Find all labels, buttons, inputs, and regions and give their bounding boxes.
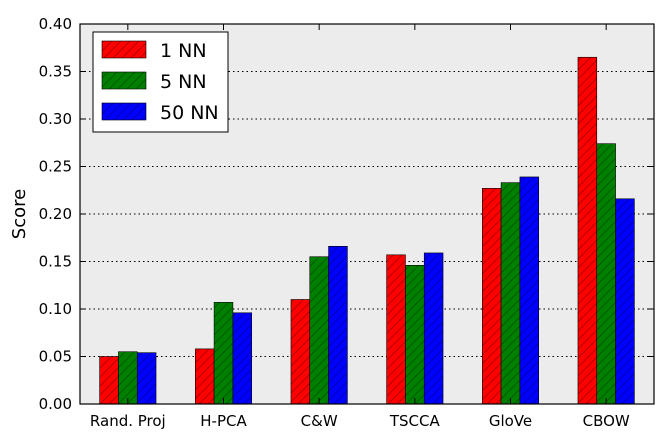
bar-hatch <box>501 182 520 404</box>
x-tick-label: GloVe <box>489 412 532 430</box>
bars <box>99 56 635 405</box>
bar-hatch <box>615 198 635 404</box>
y-tick-label: 0.00 <box>39 395 72 413</box>
legend-label-50nn: 50 NN <box>160 102 219 124</box>
x-tick-label: C&W <box>301 412 338 430</box>
bar-hatch <box>424 252 444 404</box>
x-ticks: Rand. Proj H-PCA C&W TSCCA GloVe CBOW <box>90 24 630 430</box>
legend: 1 NN 5 NN 50 NN <box>92 31 229 133</box>
bar-hatch <box>290 299 310 404</box>
bar-hatch <box>99 356 119 404</box>
y-tick-label: 0.15 <box>39 253 72 271</box>
y-tick-label: 0.05 <box>39 348 72 366</box>
y-ticks: 0.00 0.05 0.10 0.15 0.20 0.25 0.30 0.35 0.40 <box>39 15 654 413</box>
y-tick-label: 0.30 <box>39 110 72 128</box>
x-tick-label: Rand. Proj <box>90 412 166 430</box>
bar-hatch <box>577 57 597 404</box>
bar-hatch <box>482 188 502 404</box>
legend-label-5nn: 5 NN <box>160 71 207 93</box>
y-tick-label: 0.40 <box>39 15 72 33</box>
y-tick-label: 0.10 <box>39 300 72 318</box>
bar-hatch <box>137 352 157 404</box>
bar-hatch <box>386 254 406 404</box>
y-tick-label: 0.20 <box>39 205 72 223</box>
y-tick-label: 0.25 <box>39 158 72 176</box>
x-tick-label: CBOW <box>583 412 630 430</box>
bar-hatch <box>118 351 138 404</box>
bar-hatch <box>405 265 425 404</box>
bar-hatch <box>195 348 215 404</box>
bar-hatch <box>328 246 348 404</box>
legend-swatch-1nn-hatch <box>102 41 146 58</box>
x-tick-label: TSCCA <box>389 412 441 430</box>
bar-hatch <box>596 143 616 404</box>
y-tick-label: 0.35 <box>39 63 72 81</box>
bar-hatch <box>519 176 539 404</box>
legend-swatch-50nn-hatch <box>102 103 146 120</box>
bar-hatch <box>232 312 252 404</box>
legend-swatch-5nn-hatch <box>102 72 146 89</box>
y-axis-label: Score <box>9 189 30 239</box>
bar-hatch <box>309 256 329 404</box>
x-tick-label: H-PCA <box>200 412 247 430</box>
bar-hatch <box>214 302 233 404</box>
legend-label-1nn: 1 NN <box>160 40 207 62</box>
